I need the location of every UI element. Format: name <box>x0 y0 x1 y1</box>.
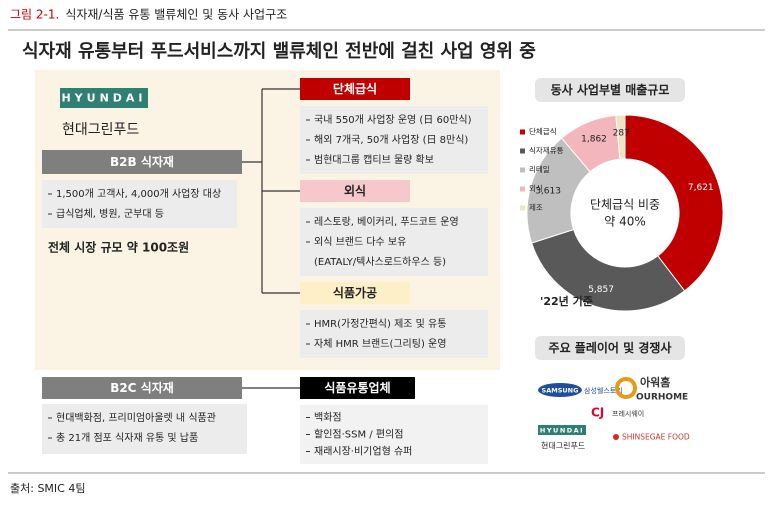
segment-header <box>300 78 410 100</box>
donut-slice <box>624 114 724 292</box>
b2c-label-box <box>42 377 242 399</box>
segment-items-box <box>300 106 488 174</box>
b2b-item: 1,500개 고객사, 4,000개 사업장 대상 <box>56 187 221 200</box>
title: 식자재 유통부터 푸드서비스까지 밸류체인 전반에 걸친 사업 영위 중 <box>22 40 536 62</box>
legend-label: 리테일 <box>529 165 550 174</box>
b2b-item: 급식업체, 병원, 군부대 등 <box>56 207 164 220</box>
b2c-label: B2C 식자재 <box>110 380 174 395</box>
segment-header <box>300 282 410 304</box>
segment-label: 외식 <box>344 183 366 198</box>
figure-number: 그림 2-1. <box>10 8 59 22</box>
segment-item: (EATALY/텍사스로드하우스 등) <box>314 255 446 268</box>
market-size: 전체 시장 규모 약 100조원 <box>48 240 189 255</box>
value-label: 1,862 <box>581 135 607 145</box>
legend-swatch <box>520 186 525 192</box>
legend-label: 단체급식 <box>529 126 557 136</box>
logo-text: 프레시웨이 <box>612 409 644 418</box>
logo-text: CJ <box>591 406 604 420</box>
logo-text: 현대그린푸드 <box>541 441 585 451</box>
logo-text: SHINSEGAE FOOD <box>622 433 690 442</box>
segment-item: 해외 7개국, 50개 사업장 (日 8만식) <box>314 133 468 146</box>
competitor-title: 주요 플레이어 및 경쟁사 <box>549 340 672 355</box>
logo: HYUNDAI <box>61 92 146 105</box>
segment-item: 국내 550개 사업장 운영 (日 60만식) <box>314 113 472 126</box>
logo-text: HYUNDAI <box>540 427 584 435</box>
segment-label: 식품유통업체 <box>324 380 390 395</box>
segment-item: 자체 HMR 브랜드(그리팅) 운영 <box>314 338 446 350</box>
b2b-items-box <box>42 180 237 228</box>
logo-box <box>60 88 148 108</box>
legend-label: 외식 <box>529 183 543 193</box>
b2c-item: 총 21개 점포 식자재 유통 및 납품 <box>56 432 198 444</box>
segment-items-box <box>300 405 488 464</box>
chart-note: '22년 기준 <box>540 294 593 308</box>
logo-text: 삼성웰스토리 <box>584 386 623 395</box>
segment-item: 외식 브랜드 다수 보유 <box>314 236 406 248</box>
legend-label: 식자재유통 <box>529 146 564 155</box>
segment-item: 레스토랑, 베이커리, 푸드코트 운영 <box>314 216 459 228</box>
segment-item: 백화점 <box>314 412 342 424</box>
b2b-label-box <box>42 150 242 174</box>
logo-shape <box>615 377 637 399</box>
b2c-items-box <box>42 404 247 454</box>
segment-item: 범현대그룹 캡티브 물량 확보 <box>314 154 434 166</box>
value-label: 5,857 <box>588 285 614 295</box>
competitor-title-box <box>535 336 685 360</box>
segment-items-box <box>300 310 488 358</box>
logo-text: OURHOME <box>636 393 688 403</box>
legend-swatch <box>520 167 525 173</box>
value-label: 7,621 <box>688 183 714 193</box>
value-label: 3,613 <box>535 186 561 196</box>
legend-swatch <box>520 205 525 211</box>
chart-title: 동사 사업부별 매출규모 <box>551 82 670 97</box>
segment-item: HMR(가정간편식) 제조 및 유통 <box>314 318 446 330</box>
center-text: 단체급식 비중 <box>590 198 660 212</box>
segment-header <box>300 377 415 399</box>
source: 출처: SMIC 4팀 <box>10 482 85 495</box>
logo-text: SAMSUNG <box>542 387 579 395</box>
segment-header <box>300 180 410 202</box>
logo-shape <box>613 434 619 440</box>
segment-item: 할인점·SSM / 편의점 <box>314 429 403 441</box>
figure-caption: 식자재/식품 유통 밸류체인 및 동사 사업구조 <box>65 8 287 22</box>
donut-slice <box>615 114 626 160</box>
b2c-item: 현대백화점, 프리미엄아울렛 내 식품관 <box>56 412 216 424</box>
center-text: 약 40% <box>604 214 646 229</box>
segment-label: 단체급식 <box>333 81 377 96</box>
donut-slice <box>531 228 686 312</box>
company-name: 현대그린푸드 <box>62 122 139 138</box>
legend-label: 제조 <box>529 203 543 212</box>
value-label: 287 <box>613 129 630 139</box>
b2b-label: B2B 식자재 <box>110 154 174 169</box>
segment-label: 식품가공 <box>333 285 377 300</box>
legend-swatch <box>520 129 525 135</box>
logo-shape <box>538 383 582 397</box>
chart-title-box <box>535 78 685 102</box>
legend-swatch <box>520 148 525 154</box>
segment-item: 재래시장·비기업형 슈퍼 <box>314 445 412 458</box>
segment-items-box <box>300 208 488 276</box>
logo-text: 아워홈 <box>640 375 670 389</box>
logo-box <box>538 425 586 435</box>
